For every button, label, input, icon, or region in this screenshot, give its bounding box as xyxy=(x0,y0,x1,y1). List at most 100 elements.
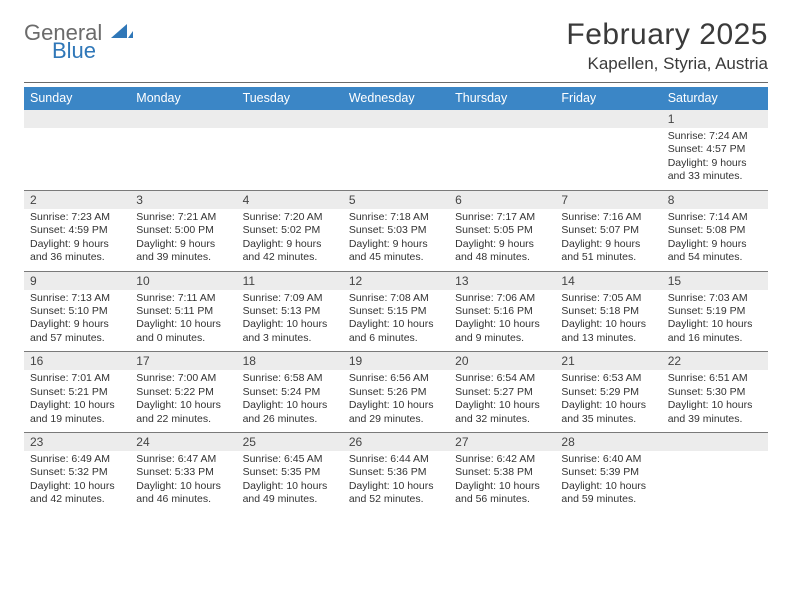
day-detail-line: and 29 minutes. xyxy=(349,413,443,426)
day-details xyxy=(237,128,343,190)
day-details: Sunrise: 6:40 AMSunset: 5:39 PMDaylight:… xyxy=(555,451,661,513)
calendar-body: 1Sunrise: 7:24 AMSunset: 4:57 PMDaylight… xyxy=(24,110,768,513)
day-detail-line: Sunset: 5:38 PM xyxy=(455,466,549,479)
day-detail-line: Daylight: 10 hours xyxy=(455,480,549,493)
day-detail-line: Sunrise: 7:16 AM xyxy=(561,211,655,224)
day-number: 25 xyxy=(237,433,343,451)
day-detail-line: Daylight: 10 hours xyxy=(668,318,762,331)
day-detail-line: Daylight: 9 hours xyxy=(668,238,762,251)
day-detail-line: and 3 minutes. xyxy=(243,332,337,345)
day-detail-line: and 45 minutes. xyxy=(349,251,443,264)
day-details-row: Sunrise: 7:13 AMSunset: 5:10 PM Daylight:… xyxy=(24,290,768,352)
day-number: 26 xyxy=(343,433,449,451)
day-detail-line: Sunrise: 7:23 AM xyxy=(30,211,124,224)
day-details: Sunrise: 7:08 AMSunset: 5:15 PMDaylight:… xyxy=(343,290,449,352)
day-number: 11 xyxy=(237,272,343,290)
title-location: Kapellen, Styria, Austria xyxy=(566,54,768,74)
day-detail-line: Daylight: 10 hours xyxy=(30,399,124,412)
day-number: 27 xyxy=(449,433,555,451)
day-number: 14 xyxy=(555,272,661,290)
day-detail-line: Sunset: 5:29 PM xyxy=(561,386,655,399)
day-details: Sunrise: 7:06 AMSunset: 5:16 PMDaylight:… xyxy=(449,290,555,352)
day-details: Sunrise: 6:44 AMSunset: 5:36 PMDaylight:… xyxy=(343,451,449,513)
day-detail-line: Daylight: 10 hours xyxy=(455,318,549,331)
day-number xyxy=(237,110,343,128)
day-details: Sunrise: 7:13 AMSunset: 5:10 PMDaylight:… xyxy=(24,290,130,352)
day-number xyxy=(24,110,130,128)
day-detail-line: Sunrise: 6:51 AM xyxy=(668,372,762,385)
day-number-row: 9101112131415 xyxy=(24,271,768,290)
day-details: Sunrise: 7:05 AMSunset: 5:18 PMDaylight:… xyxy=(555,290,661,352)
day-number: 18 xyxy=(237,352,343,370)
day-details: Sunrise: 7:24 AMSunset: 4:57 PMDaylight:… xyxy=(662,128,768,190)
day-detail-line: Daylight: 10 hours xyxy=(561,399,655,412)
day-detail-line: Sunrise: 6:42 AM xyxy=(455,453,549,466)
day-number: 21 xyxy=(555,352,661,370)
day-detail-line: Sunset: 4:57 PM xyxy=(668,143,762,156)
day-details: Sunrise: 6:49 AMSunset: 5:32 PMDaylight:… xyxy=(24,451,130,513)
day-details: Sunrise: 7:18 AMSunset: 5:03 PMDaylight:… xyxy=(343,209,449,271)
day-detail-line: Daylight: 10 hours xyxy=(349,399,443,412)
day-detail-line: and 39 minutes. xyxy=(136,251,230,264)
day-detail-line: Sunrise: 7:18 AM xyxy=(349,211,443,224)
day-detail-line: Sunrise: 7:09 AM xyxy=(243,292,337,305)
day-details: Sunrise: 7:17 AMSunset: 5:05 PMDaylight:… xyxy=(449,209,555,271)
day-detail-line: and 57 minutes. xyxy=(30,332,124,345)
day-detail-line: Daylight: 9 hours xyxy=(30,238,124,251)
day-details: Sunrise: 6:56 AMSunset: 5:26 PMDaylight:… xyxy=(343,370,449,432)
day-number: 22 xyxy=(662,352,768,370)
day-detail-line: Daylight: 9 hours xyxy=(455,238,549,251)
day-number: 2 xyxy=(24,191,130,209)
day-detail-line: Sunset: 5:10 PM xyxy=(30,305,124,318)
day-details-row: Sunrise: 7:23 AMSunset: 4:59 PMDaylight:… xyxy=(24,209,768,271)
day-detail-line: Sunrise: 6:44 AM xyxy=(349,453,443,466)
header-divider xyxy=(24,82,768,83)
day-detail-line: Daylight: 9 hours xyxy=(136,238,230,251)
day-detail-line: Sunrise: 6:58 AM xyxy=(243,372,337,385)
day-detail-line: Sunrise: 7:08 AM xyxy=(349,292,443,305)
day-number: 16 xyxy=(24,352,130,370)
day-details: Sunrise: 6:47 AMSunset: 5:33 PMDaylight:… xyxy=(130,451,236,513)
day-number: 4 xyxy=(237,191,343,209)
day-details: Sunrise: 6:58 AMSunset: 5:24 PMDaylight:… xyxy=(237,370,343,432)
day-number: 7 xyxy=(555,191,661,209)
day-details: Sunrise: 6:45 AMSunset: 5:35 PMDaylight:… xyxy=(237,451,343,513)
day-details xyxy=(24,128,130,190)
day-detail-line: Sunset: 5:24 PM xyxy=(243,386,337,399)
day-detail-line: and 0 minutes. xyxy=(136,332,230,345)
day-detail-line: Sunrise: 7:20 AM xyxy=(243,211,337,224)
day-detail-line: Sunset: 5:39 PM xyxy=(561,466,655,479)
day-details-row: Sunrise: 6:49 AMSunset: 5:32 PMDaylight:… xyxy=(24,451,768,513)
day-detail-line: and 6 minutes. xyxy=(349,332,443,345)
day-detail-line: Sunrise: 7:11 AM xyxy=(136,292,230,305)
day-detail-line: Daylight: 10 hours xyxy=(30,480,124,493)
day-detail-line: Sunset: 5:22 PM xyxy=(136,386,230,399)
day-detail-line: and 33 minutes. xyxy=(668,170,762,183)
day-detail-line: Sunset: 5:07 PM xyxy=(561,224,655,237)
day-detail-line: Sunset: 5:03 PM xyxy=(349,224,443,237)
day-detail-line: Daylight: 10 hours xyxy=(243,399,337,412)
day-detail-line: and 9 minutes. xyxy=(455,332,549,345)
weekday-header: Sunday xyxy=(24,87,130,110)
day-detail-line: and 42 minutes. xyxy=(30,493,124,506)
day-details-row: Sunrise: 7:24 AMSunset: 4:57 PMDaylight:… xyxy=(24,128,768,190)
day-details: Sunrise: 7:11 AMSunset: 5:11 PMDaylight:… xyxy=(130,290,236,352)
day-detail-line: Daylight: 10 hours xyxy=(136,399,230,412)
day-detail-line: and 16 minutes. xyxy=(668,332,762,345)
day-number: 20 xyxy=(449,352,555,370)
day-detail-line: and 22 minutes. xyxy=(136,413,230,426)
day-detail-line: Daylight: 10 hours xyxy=(136,480,230,493)
day-detail-line: and 26 minutes. xyxy=(243,413,337,426)
day-detail-line: Sunrise: 7:13 AM xyxy=(30,292,124,305)
day-details xyxy=(555,128,661,190)
day-details-row: Sunrise: 7:01 AMSunset: 5:21 PMDaylight:… xyxy=(24,370,768,432)
day-detail-line: Sunset: 5:21 PM xyxy=(30,386,124,399)
day-details: Sunrise: 7:01 AMSunset: 5:21 PMDaylight:… xyxy=(24,370,130,432)
day-number: 10 xyxy=(130,272,236,290)
day-detail-line: Daylight: 10 hours xyxy=(349,480,443,493)
day-detail-line: Sunrise: 6:54 AM xyxy=(455,372,549,385)
day-details: Sunrise: 6:42 AMSunset: 5:38 PMDaylight:… xyxy=(449,451,555,513)
day-detail-line: Daylight: 9 hours xyxy=(243,238,337,251)
day-detail-line: Sunset: 5:15 PM xyxy=(349,305,443,318)
day-detail-line: Daylight: 10 hours xyxy=(349,318,443,331)
